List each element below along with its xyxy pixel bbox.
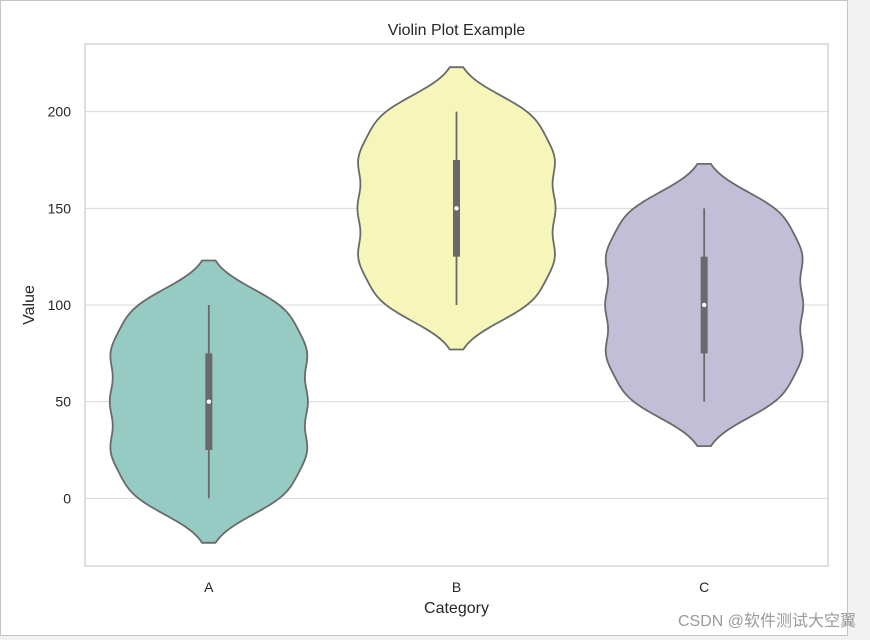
x-tick-label: B [452,579,461,595]
y-tick-label: 100 [48,297,72,313]
x-axis-label: Category [424,600,489,617]
y-axis-tick-labels: 0 50 100 150 200 [48,104,72,507]
violin-group-A [108,259,309,544]
axes-frame [84,43,829,567]
x-tick-label: C [699,579,709,595]
y-tick-label: 150 [48,200,72,216]
median-point-A [206,399,212,404]
median-point-C [701,302,707,308]
violin-group-C [604,162,805,448]
chart-title: Violin Plot Example [388,22,526,39]
x-tick-label: A [204,579,214,595]
y-tick-label: 0 [63,490,71,506]
x-axis-tick-labels: A B C [204,579,709,595]
y-tick-label: 50 [55,394,71,410]
watermark: CSDN @软件测试大空翼 [678,612,856,630]
y-tick-label: 200 [48,104,72,120]
violins [108,66,805,544]
violin-group-B [356,66,557,351]
y-axis-label: Value [21,285,38,325]
median-point-B [454,206,459,211]
